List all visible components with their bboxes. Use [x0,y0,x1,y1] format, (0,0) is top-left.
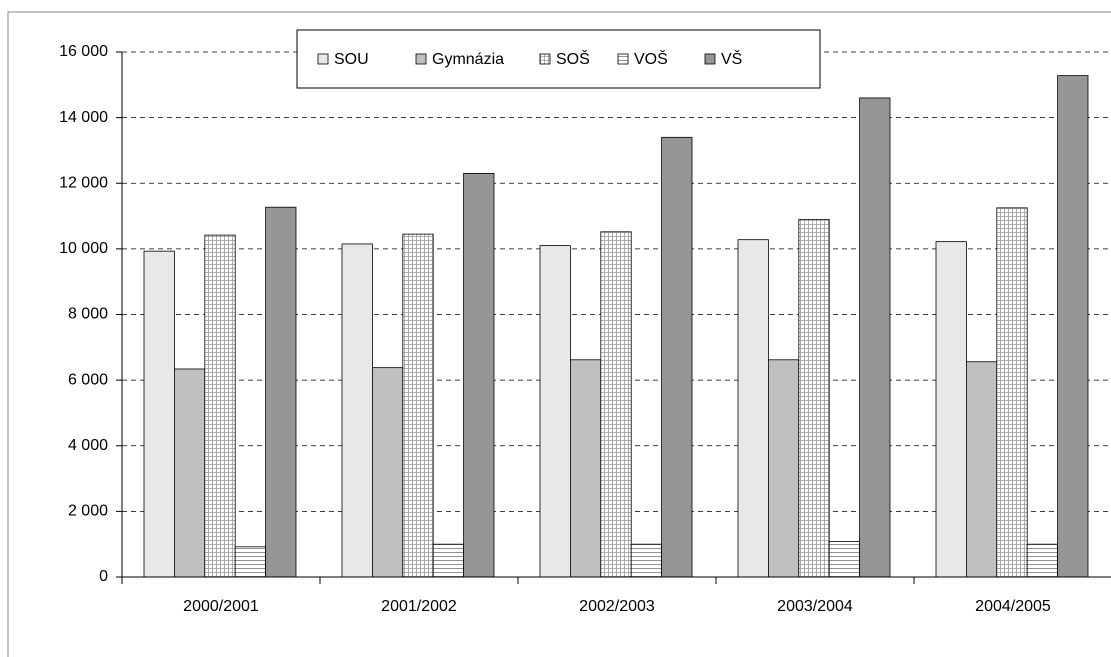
y-tick-label: 10 000 [59,240,108,257]
bar [859,97,891,578]
bar [234,546,266,578]
bar [402,233,434,578]
x-tick-label: 2001/2002 [381,598,457,615]
legend-label: VOŠ [634,49,668,68]
y-tick-label: 4 000 [68,437,108,454]
bar [173,368,206,578]
y-tick-label: 14 000 [59,109,108,126]
y-tick-label: 8 000 [68,306,108,323]
y-tick-label: 16 000 [59,43,108,60]
legend-swatch [617,53,629,65]
bar [798,218,830,578]
bar [1057,75,1089,578]
bar [600,231,632,578]
y-tick-label: 12 000 [59,174,108,191]
bar [539,245,571,578]
bar [966,361,998,578]
y-tick-label: 2 000 [68,503,108,520]
legend-swatch [317,53,329,65]
x-tick-label: 2002/2003 [579,598,655,615]
legend-swatch [704,53,716,65]
bar [265,206,297,578]
bar [341,243,373,578]
x-tick-label: 2004/2005 [975,598,1051,615]
bar [371,367,404,578]
legend-swatch [415,53,427,65]
bar [935,241,967,578]
y-tick-label: 0 [99,568,108,585]
legend-swatch [539,53,551,65]
legend-label: SOU [334,51,369,68]
y-tick-label: 6 000 [68,371,108,388]
bar [570,359,602,578]
bar [737,239,769,578]
legend-label: Gymnázia [432,51,504,68]
bar [463,173,495,578]
bar [996,207,1028,578]
bar [432,543,465,578]
bar [1026,543,1058,578]
bar [204,234,236,578]
legend-label: SOŠ [556,49,590,68]
x-tick-label: 2003/2004 [777,598,853,615]
x-tick-label: 2000/2001 [183,598,259,615]
legend-label: VŠ [721,49,742,68]
bar [143,250,175,578]
bar [661,136,693,578]
legend-box [296,29,821,89]
bar [630,543,663,578]
bar [768,359,800,578]
bar [828,541,861,578]
